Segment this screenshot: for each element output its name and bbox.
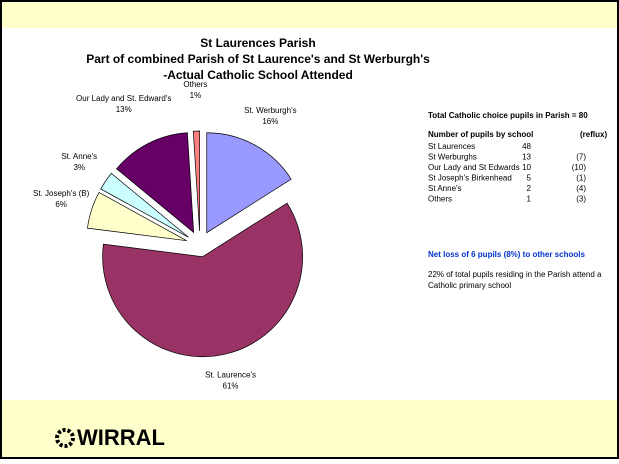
logo-icon (55, 428, 75, 448)
row-name: St Laurences (428, 142, 475, 151)
slice-label: Others (183, 80, 207, 89)
row-name: St Werburghs (428, 153, 477, 162)
slice-value: 13% (116, 105, 132, 114)
row-reflux: (10) (572, 163, 587, 172)
pie-slice (102, 202, 303, 358)
row-name: Others (428, 195, 452, 204)
row-reflux: (1) (576, 174, 586, 183)
slice-label: Our Lady and St. Edward's (76, 94, 171, 103)
chart-subtitle: Part of combined Parish of St Laurence's… (86, 52, 430, 66)
logo: WIRRAL (55, 425, 165, 450)
chart-subtitle: -Actual Catholic School Attended (163, 68, 353, 82)
net-loss: Net loss of 6 pupils (8%) to other schoo… (428, 250, 585, 259)
slice-value: 61% (223, 382, 239, 391)
logo-text: WIRRAL (77, 425, 165, 450)
chart-title: St Laurences Parish (200, 36, 315, 50)
slice-value: 6% (55, 200, 67, 209)
pie-slice (87, 192, 187, 242)
slice-label: St. Werburgh's (244, 106, 297, 115)
total-text: Total Catholic choice pupils in Parish =… (428, 111, 588, 120)
slice-value: 16% (262, 117, 278, 126)
slice-label: St. Anne's (61, 152, 97, 161)
row-reflux: (7) (576, 153, 586, 162)
table-header: Number of pupils by school (428, 130, 533, 139)
row-count: 2 (527, 184, 532, 193)
pie-slice (116, 132, 195, 234)
note: Catholic primary school (428, 281, 511, 290)
row-count: 10 (522, 163, 531, 172)
note: 22% of total pupils residing in the Pari… (428, 270, 602, 279)
slice-label: St. Laurence's (205, 371, 256, 380)
slice-value: 3% (73, 163, 85, 172)
table-header: (reflux) (580, 130, 607, 139)
row-count: 48 (522, 142, 531, 151)
row-count: 1 (527, 195, 532, 204)
pie-slice (100, 172, 189, 238)
pie-slice (192, 130, 200, 232)
row-count: 5 (527, 174, 532, 183)
row-reflux: (4) (576, 184, 586, 193)
slice-value: 1% (190, 91, 202, 100)
slice-label: St. Joseph's (B) (33, 189, 90, 198)
row-name: St Joseph's Birkenhead (428, 174, 512, 183)
row-name: St Anne's (428, 184, 462, 193)
row-name: Our Lady and St Edwards (428, 163, 520, 172)
row-count: 13 (522, 153, 531, 162)
row-reflux: (3) (576, 195, 586, 204)
pie-slice (206, 132, 292, 234)
